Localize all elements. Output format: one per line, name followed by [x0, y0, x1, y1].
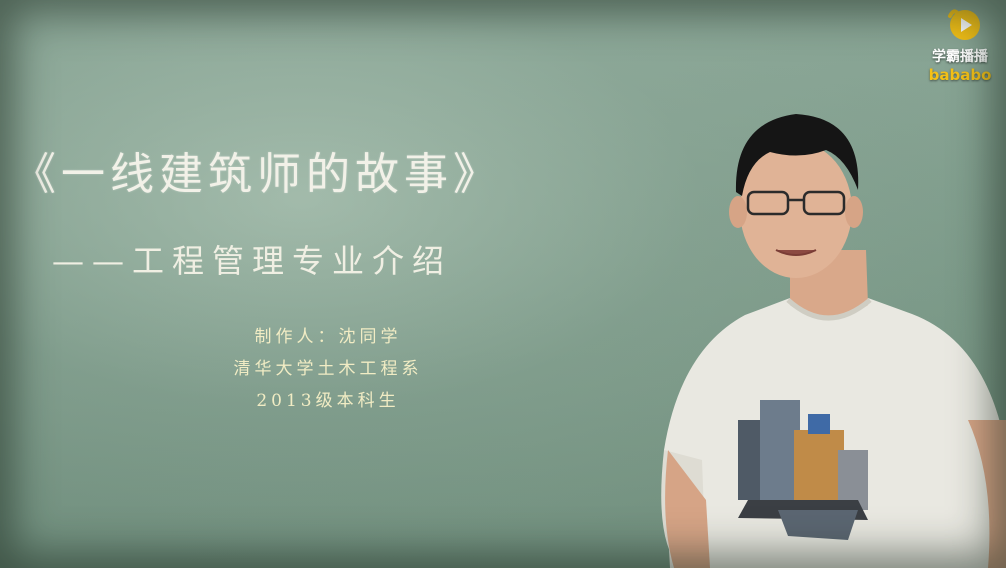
face: [740, 142, 852, 278]
credit-class: 2013级本科生: [256, 391, 400, 411]
logo-subtext: bababo: [928, 66, 992, 84]
slide-title: 《一线建筑师的故事》: [12, 149, 502, 200]
brand-logo: 学霸播播 bababo: [920, 4, 1000, 88]
credit-author: 制作人：沈同学: [254, 327, 402, 347]
credit-department: 清华大学土木工程系: [233, 359, 423, 379]
hair: [735, 114, 859, 196]
hand-play-icon: [948, 9, 980, 40]
slide-subtitle: ——工程管理专业介绍: [52, 242, 453, 280]
logo-name: 学霸播播: [932, 49, 988, 65]
shirt-print: [738, 400, 868, 540]
presenter-figure: [661, 114, 1006, 568]
glasses: [746, 190, 846, 216]
